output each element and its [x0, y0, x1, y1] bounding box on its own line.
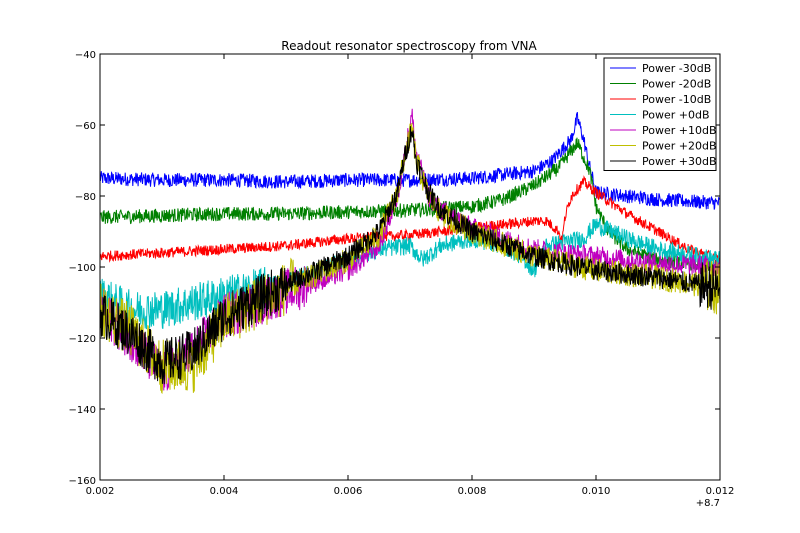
legend-entry: Power +0dB	[642, 109, 710, 122]
x-tick-label: 0.004	[210, 486, 239, 497]
y-tick-label: −80	[75, 192, 96, 203]
y-tick-label: −60	[75, 121, 96, 132]
y-tick-label: −160	[69, 476, 96, 487]
series-line	[99, 111, 720, 210]
legend-entry: Power -20dB	[642, 78, 711, 91]
series-line	[99, 217, 721, 330]
x-tick-label: 0.006	[334, 486, 363, 497]
legend-entry: Power -10dB	[642, 93, 711, 106]
x-tick-label: 0.010	[582, 486, 611, 497]
chart-title: Readout resonator spectroscopy from VNA	[281, 39, 537, 53]
series-layer	[99, 108, 721, 395]
series-line	[99, 122, 721, 395]
series-line	[99, 137, 721, 273]
series-line	[99, 126, 721, 385]
y-axis: −160 −140 −120 −100 −80 −60 −40	[69, 50, 720, 487]
x-offset-label: +8.7	[696, 498, 720, 509]
y-tick-label: −140	[69, 405, 96, 416]
legend-entry: Power -30dB	[642, 62, 711, 75]
x-tick-label: 0.012	[706, 486, 735, 497]
x-axis: 0.002 0.004 0.006 0.008 0.010 0.012	[86, 54, 735, 497]
legend: Power -30dB Power -20dB Power -10dB Power +…	[603, 57, 717, 171]
legend-entry: Power +20dB	[642, 140, 717, 153]
y-tick-label: −120	[69, 334, 96, 345]
legend-entry: Power +10dB	[642, 124, 717, 137]
y-tick-label: −100	[69, 263, 96, 274]
y-tick-label: −40	[75, 50, 96, 61]
x-tick-label: 0.008	[458, 486, 487, 497]
legend-entry: Power +30dB	[642, 155, 717, 168]
x-tick-label: 0.002	[86, 486, 115, 497]
